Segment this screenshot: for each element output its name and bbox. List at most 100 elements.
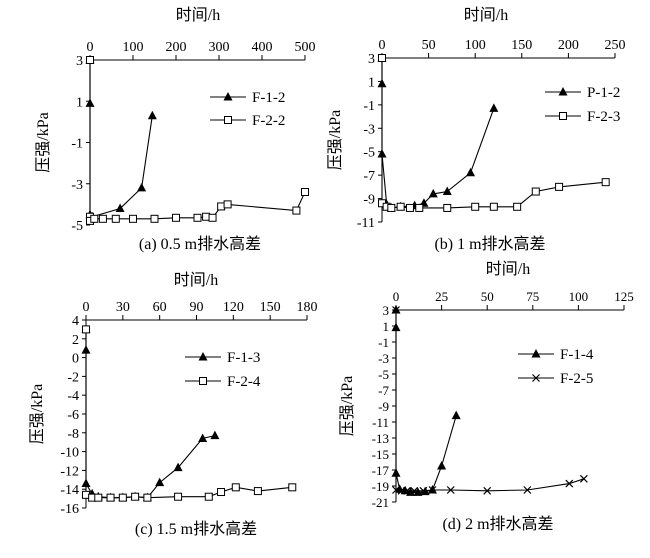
data-point-square — [94, 493, 103, 502]
y-tick-label: -2 — [67, 370, 79, 385]
data-point-x — [410, 486, 419, 495]
legend-label: F-2-3 — [587, 109, 620, 125]
legend-entry: F-1-4 — [518, 347, 594, 363]
series-F-1-4 — [391, 305, 461, 496]
data-point-square — [396, 202, 405, 211]
chart-1: 0 100 200 300 400 500 3 1 -1 -3 -5 时间/h 压强/kPa (a) 0.… — [35, 6, 316, 253]
data-point-x — [483, 486, 492, 495]
y-tick-label: 2 — [72, 333, 79, 348]
series-P-1-2 — [377, 53, 499, 212]
data-point-square — [531, 187, 540, 196]
series-F-2-2 — [86, 56, 309, 225]
x-tick-label: 100 — [465, 38, 486, 53]
chart-caption: (d) 2 m排水高差 — [442, 515, 553, 533]
legend-entry: P-1-2 — [545, 85, 620, 101]
data-point-square — [129, 214, 137, 223]
y-tick-label: -12 — [60, 464, 79, 479]
y-tick-label: 1 — [76, 95, 83, 110]
x-tick-label: 0 — [87, 40, 94, 55]
x-axis-label: 时间/h — [464, 6, 508, 24]
data-point-square — [489, 202, 498, 211]
series-line — [381, 58, 495, 209]
x-tick-label: 0 — [393, 289, 400, 304]
y-axis-label: 压强/kPa — [35, 112, 52, 172]
chart-2: 0 50 100 150 200 250 3 1 -1 -3 -5 -7 -9 -11 时间/h 压强/kPa… — [327, 6, 626, 253]
chart-caption: (a) 0.5 m排水高差 — [139, 235, 261, 253]
data-point-square — [601, 178, 610, 187]
y-tick-label: -16 — [60, 502, 79, 517]
x-tick-label: 0 — [83, 300, 90, 315]
x-tick-label: 50 — [422, 38, 436, 53]
x-tick-label: 0 — [379, 38, 386, 53]
x-tick-label: 90 — [190, 300, 204, 315]
y-tick-label: -3 — [378, 351, 389, 366]
data-point-square — [513, 202, 522, 211]
data-point-square — [111, 214, 120, 223]
legend-label: F-2-5 — [560, 371, 593, 387]
y-tick-label: -9 — [363, 193, 375, 208]
data-point-square — [301, 188, 309, 196]
data-point-triangle — [428, 188, 438, 198]
data-point-square — [82, 325, 90, 334]
y-tick-label: -4 — [67, 389, 79, 404]
data-point-square — [443, 203, 452, 212]
y-axis-label: 压强/kPa — [339, 376, 356, 436]
y-tick-label: 1 — [368, 75, 375, 90]
x-tick-label: 250 — [605, 38, 626, 53]
series-F-1-3 — [81, 324, 220, 502]
y-tick-label: -17 — [372, 463, 390, 478]
data-point-triangle — [451, 410, 461, 420]
data-point-square — [90, 214, 99, 223]
y-tick-label: -6 — [67, 408, 79, 423]
data-point-square — [199, 377, 207, 385]
chart-caption: (c) 1.5 m排水高差 — [135, 520, 257, 538]
chart-4: 0 25 50 75 100 125 31-1-3-5-7-9-11-13-15-17-19… — [339, 260, 634, 533]
y-tick-label: -10 — [60, 446, 79, 461]
data-point-triangle — [466, 167, 476, 177]
data-point-triangle — [210, 430, 220, 440]
y-tick-label: -9 — [378, 399, 389, 414]
chart-caption: (b) 1 m排水高差 — [434, 235, 545, 253]
x-tick-label: 200 — [166, 40, 187, 55]
series-line — [89, 60, 153, 218]
data-point-x — [446, 486, 455, 494]
data-point-square — [253, 487, 262, 496]
x-tick-label: 25 — [435, 289, 448, 304]
data-point-triangle — [147, 110, 157, 120]
series-F-2-4 — [82, 325, 297, 502]
data-point-triangle — [558, 87, 568, 96]
y-tick-label: -8 — [67, 427, 79, 442]
legend-entry: F-2-3 — [545, 109, 620, 125]
y-tick-label: -1 — [71, 137, 83, 152]
x-tick-label: 180 — [297, 300, 318, 315]
y-tick-label: -11 — [357, 216, 375, 231]
data-point-square — [378, 54, 386, 62]
data-point-x — [428, 486, 437, 494]
legend-label: F-1-2 — [252, 90, 285, 106]
data-point-square — [193, 213, 202, 222]
x-axis-label: 时间/h — [486, 260, 530, 278]
data-point-triangle — [437, 461, 447, 470]
data-point-square — [208, 213, 217, 222]
y-tick-label: -1 — [363, 99, 375, 114]
data-point-square — [118, 493, 127, 502]
data-point-square — [86, 56, 94, 64]
data-point-square — [415, 203, 424, 212]
y-axis-label: 压强/kPa — [327, 110, 344, 170]
data-point-square — [555, 182, 564, 191]
legend-entry: F-1-2 — [210, 90, 285, 106]
legend-entry: F-2-5 — [518, 371, 593, 387]
y-tick-label: -3 — [71, 178, 83, 193]
x-axis-label: 时间/h — [176, 6, 220, 24]
data-point-square — [98, 214, 107, 223]
x-tick-label: 150 — [511, 38, 532, 53]
data-point-x — [419, 486, 428, 495]
data-point-square — [471, 202, 480, 211]
y-tick-label: -5 — [363, 146, 375, 161]
data-point-square — [231, 483, 240, 492]
data-point-square — [143, 493, 152, 502]
x-axis-label: 时间/h — [174, 271, 218, 289]
legend-label: F-1-3 — [227, 350, 260, 366]
data-point-square — [405, 203, 414, 212]
data-point-square — [288, 483, 297, 492]
